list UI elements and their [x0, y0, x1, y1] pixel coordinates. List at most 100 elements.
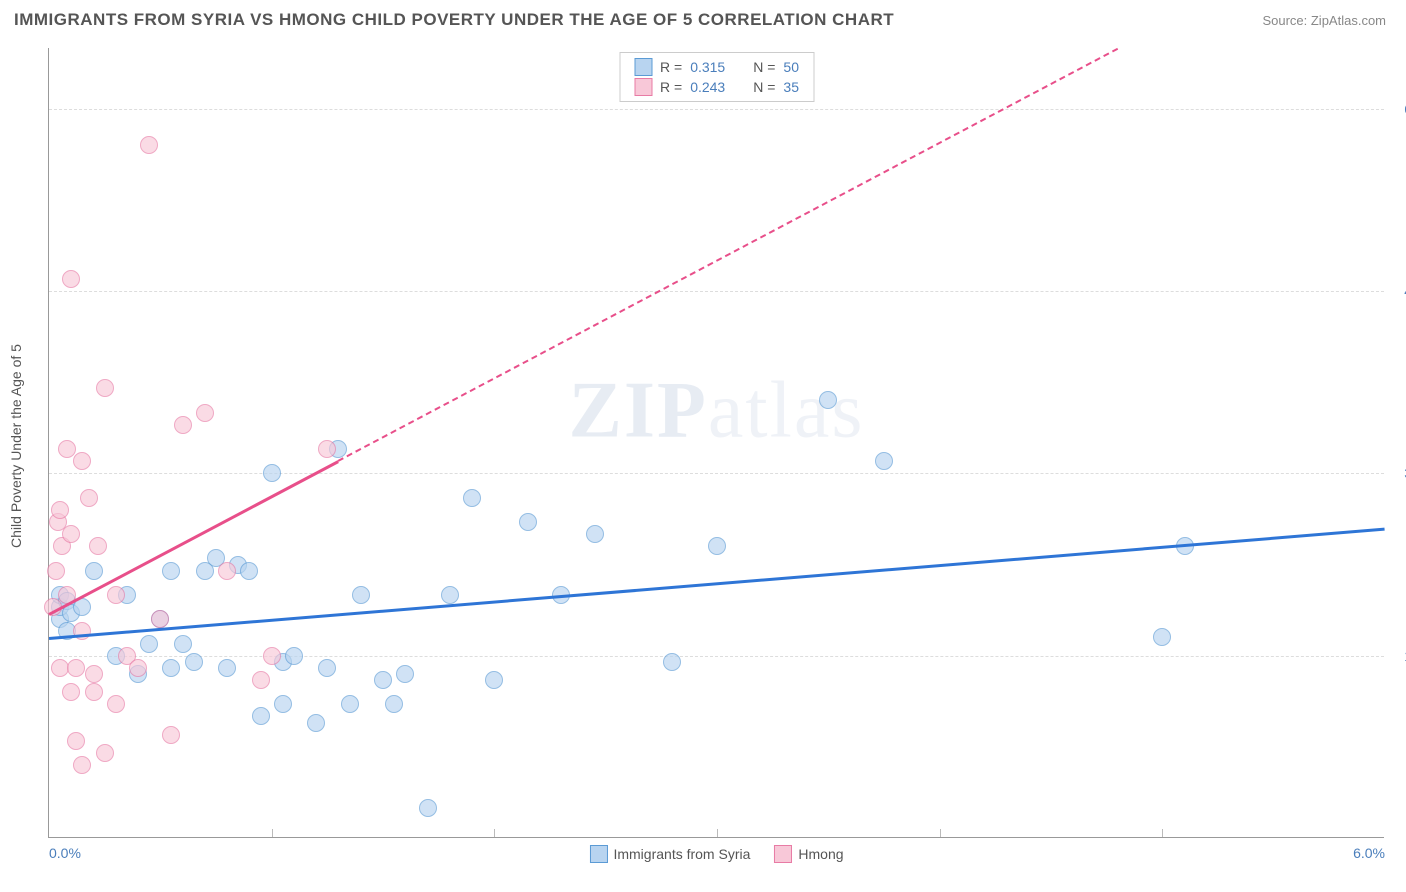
data-point [140, 136, 158, 154]
data-point [318, 440, 336, 458]
chart-header: IMMIGRANTS FROM SYRIA VS HMONG CHILD POV… [0, 0, 1406, 36]
data-point [96, 379, 114, 397]
n-label: N = [753, 59, 775, 75]
data-point [875, 452, 893, 470]
y-tick-label: 30.0% [1389, 465, 1406, 481]
data-point [85, 562, 103, 580]
x-tick-label: 0.0% [49, 845, 81, 861]
data-point [352, 586, 370, 604]
y-tick-label: 45.0% [1389, 283, 1406, 299]
data-point [107, 586, 125, 604]
source-label: Source: ZipAtlas.com [1262, 13, 1386, 28]
data-point [263, 647, 281, 665]
data-point [162, 659, 180, 677]
x-minor-tick [940, 829, 941, 837]
n-value: 50 [783, 59, 799, 75]
data-point [174, 416, 192, 434]
x-minor-tick [272, 829, 273, 837]
data-point [252, 707, 270, 725]
data-point [162, 562, 180, 580]
data-point [196, 404, 214, 422]
data-point [263, 464, 281, 482]
data-point [140, 635, 158, 653]
data-point [67, 659, 85, 677]
data-point [85, 683, 103, 701]
series-legend-item: Immigrants from Syria [589, 845, 750, 863]
data-point [162, 726, 180, 744]
data-point [307, 714, 325, 732]
legend-swatch [774, 845, 792, 863]
x-minor-tick [1162, 829, 1163, 837]
data-point [107, 695, 125, 713]
data-point [47, 562, 65, 580]
series-label: Hmong [798, 846, 843, 862]
legend-row: R = 0.315 N = 50 [634, 57, 799, 77]
data-point [129, 659, 147, 677]
data-point [85, 665, 103, 683]
series-legend: Immigrants from Syria Hmong [589, 845, 843, 863]
data-point [67, 732, 85, 750]
data-point [73, 622, 91, 640]
data-point [185, 653, 203, 671]
gridline-horizontal [49, 291, 1384, 292]
n-value: 35 [783, 79, 799, 95]
data-point [80, 489, 98, 507]
legend-swatch [634, 78, 652, 96]
data-point [73, 756, 91, 774]
legend-row: R = 0.243 N = 35 [634, 77, 799, 97]
gridline-horizontal [49, 109, 1384, 110]
data-point [663, 653, 681, 671]
data-point [96, 744, 114, 762]
data-point [341, 695, 359, 713]
data-point [374, 671, 392, 689]
data-point [419, 799, 437, 817]
data-point [318, 659, 336, 677]
data-point [396, 665, 414, 683]
data-point [285, 647, 303, 665]
series-legend-item: Hmong [774, 845, 843, 863]
data-point [51, 501, 69, 519]
data-point [485, 671, 503, 689]
data-point [62, 683, 80, 701]
n-label: N = [753, 79, 775, 95]
r-label: R = [660, 79, 682, 95]
series-label: Immigrants from Syria [613, 846, 750, 862]
gridline-horizontal [49, 473, 1384, 474]
watermark: ZIPatlas [569, 365, 865, 456]
chart-title: IMMIGRANTS FROM SYRIA VS HMONG CHILD POV… [14, 10, 894, 30]
data-point [819, 391, 837, 409]
data-point [62, 270, 80, 288]
x-minor-tick [494, 829, 495, 837]
y-tick-label: 60.0% [1389, 101, 1406, 117]
data-point [463, 489, 481, 507]
r-value: 0.243 [690, 79, 725, 95]
data-point [519, 513, 537, 531]
data-point [385, 695, 403, 713]
trend-line-extrapolated [338, 48, 1118, 462]
legend-swatch [634, 58, 652, 76]
y-axis-label: Child Poverty Under the Age of 5 [8, 344, 24, 548]
data-point [708, 537, 726, 555]
data-point [89, 537, 107, 555]
data-point [218, 659, 236, 677]
gridline-horizontal [49, 656, 1384, 657]
data-point [174, 635, 192, 653]
data-point [274, 695, 292, 713]
legend-swatch [589, 845, 607, 863]
chart-plot-area: ZIPatlas 15.0%30.0%45.0%60.0%0.0%6.0%R =… [48, 48, 1384, 838]
data-point [73, 452, 91, 470]
data-point [240, 562, 258, 580]
correlation-legend: R = 0.315 N = 50 R = 0.243 N = 35 [619, 52, 814, 102]
x-tick-label: 6.0% [1353, 845, 1385, 861]
r-value: 0.315 [690, 59, 725, 75]
data-point [1153, 628, 1171, 646]
data-point [252, 671, 270, 689]
r-label: R = [660, 59, 682, 75]
data-point [218, 562, 236, 580]
data-point [62, 525, 80, 543]
data-point [151, 610, 169, 628]
y-tick-label: 15.0% [1389, 648, 1406, 664]
data-point [586, 525, 604, 543]
data-point [441, 586, 459, 604]
data-point [58, 440, 76, 458]
